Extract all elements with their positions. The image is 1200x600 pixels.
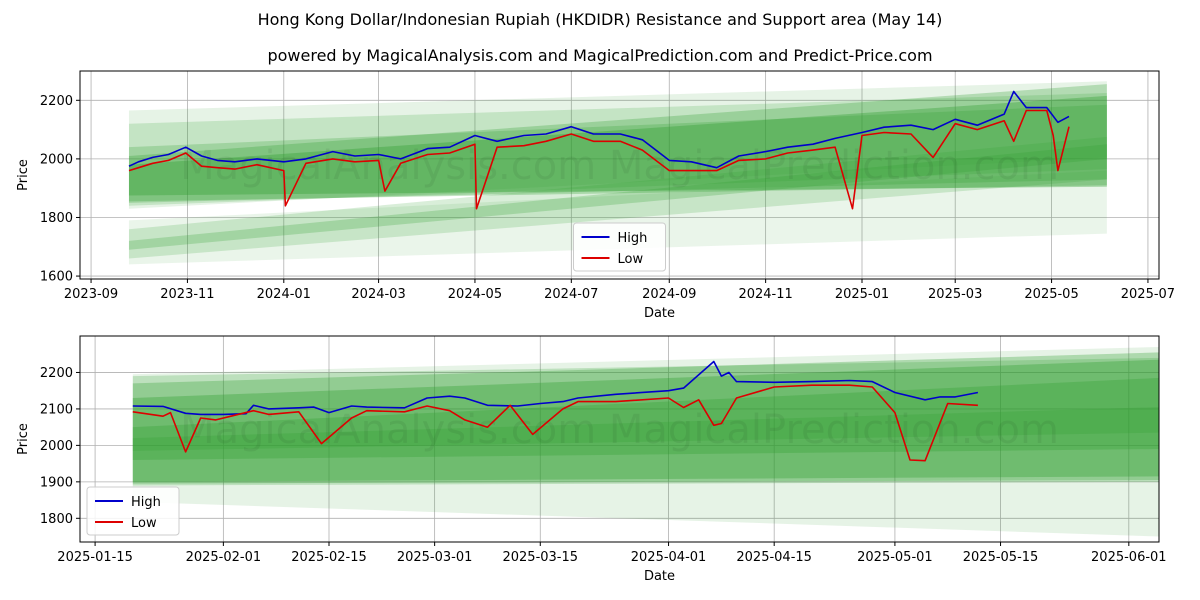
band-area (132, 377, 1159, 460)
x-tick-label: 2025-02-15 (291, 550, 367, 565)
x-tick-label: 2025-06-01 (1091, 550, 1167, 565)
band-area (132, 359, 1159, 482)
x-tick-label: 2024-09 (642, 287, 696, 302)
x-tick-label: 2023-11 (160, 287, 214, 302)
series-group (132, 360, 979, 462)
band-area (132, 352, 1159, 484)
y-tick-label: 1600 (40, 270, 73, 285)
plot-frame (79, 70, 1160, 280)
band-area (132, 357, 1159, 486)
band-area (128, 136, 1107, 259)
x-tick-label: 2025-07 (1121, 287, 1175, 302)
bottom-chart-panel: MagicalAnalysis.com MagicalPrediction.co… (16, 335, 1167, 584)
y-tick-label: 2200 (40, 94, 73, 109)
x-tick-label: 2025-02-01 (186, 550, 262, 565)
y-tick-label: 1800 (40, 512, 73, 527)
y-tick-label: 2100 (40, 402, 73, 417)
x-tick-label: 2024-07 (544, 287, 598, 302)
plot-frame (79, 335, 1160, 543)
series-line-high (132, 360, 979, 416)
y-tick-label: 2200 (40, 366, 73, 381)
x-tick-label: 2025-04-01 (631, 550, 707, 565)
x-tick-label: 2025-04-15 (736, 550, 812, 565)
x-axis-label: Date (644, 569, 675, 584)
y-tick-label: 1900 (40, 475, 73, 490)
y-axis-label: Price (16, 423, 31, 455)
x-tick-label: 2024-01 (257, 287, 311, 302)
legend-label-high: High (131, 495, 161, 510)
y-tick-label: 1800 (40, 211, 73, 226)
series-line-high (128, 90, 1070, 169)
legend-label-high: High (618, 231, 648, 246)
band-area (128, 144, 1107, 250)
support-resistance-bands (132, 346, 1159, 537)
x-tick-label: 2025-05-01 (857, 550, 933, 565)
band-area (128, 95, 1107, 196)
chart-subtitle: powered by MagicalAnalysis.com and Magic… (267, 46, 933, 65)
y-tick-label: 2000 (40, 152, 73, 167)
legend-label-low: Low (131, 516, 157, 531)
series-line-low (132, 384, 978, 462)
legend: High Low (86, 486, 180, 536)
band-area (128, 84, 1107, 202)
x-tick-label: 2024-05 (448, 287, 502, 302)
x-tick-label: 2024-11 (738, 287, 792, 302)
watermark-text: MagicalAnalysis.com MagicalPrediction.co… (180, 407, 1059, 453)
watermark-text: MagicalAnalysis.com MagicalPrediction.co… (180, 143, 1059, 189)
band-area (128, 170, 1107, 265)
band-area (128, 92, 1107, 206)
series-line-low (128, 109, 1070, 210)
x-tick-label: 2023-09 (64, 287, 118, 302)
band-area (128, 81, 1107, 209)
legend-label-low: Low (618, 252, 644, 267)
x-tick-label: 2025-05 (1024, 287, 1078, 302)
support-resistance-bands (128, 81, 1107, 265)
y-tick-label: 2000 (40, 439, 73, 454)
band-area (128, 104, 1107, 203)
x-tick-label: 2025-03-01 (397, 550, 473, 565)
x-tick-label: 2025-03 (928, 287, 982, 302)
x-tick-label: 2025-03-15 (502, 550, 578, 565)
y-axis-label: Price (16, 159, 31, 191)
series-group (128, 90, 1070, 210)
legend: High Low (573, 222, 666, 272)
x-axis-label: Date (644, 306, 675, 321)
top-chart-panel: MagicalAnalysis.com MagicalPrediction.co… (16, 70, 1175, 321)
band-area (132, 407, 1159, 451)
chart-title: Hong Kong Dollar/Indonesian Rupiah (HKDI… (257, 10, 943, 29)
x-tick-label: 2024-03 (351, 287, 405, 302)
x-tick-label: 2025-05-15 (963, 550, 1039, 565)
x-tick-label: 2025-01-15 (57, 550, 133, 565)
x-tick-label: 2025-01 (835, 287, 889, 302)
